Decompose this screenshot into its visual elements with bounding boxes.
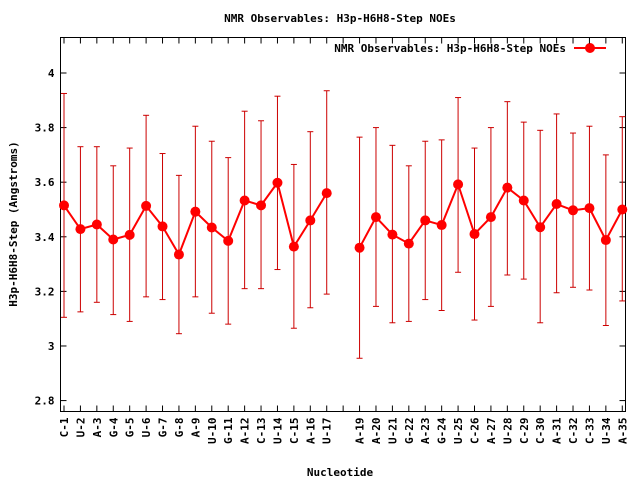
data-point [256,200,267,211]
chart-title: NMR Observables: H3p-H6H8-Step NOEs [224,12,456,25]
y-tick-label: 3.8 [35,122,55,135]
data-point [535,222,546,233]
data-point [469,229,480,240]
y-tick-label: 4 [48,67,55,80]
x-tick-label: G-7 [157,418,170,438]
data-point [551,199,562,210]
x-tick-label: U-34 [600,417,613,444]
x-tick-label: C-1 [58,417,71,437]
x-tick-label: C-13 [255,418,268,445]
data-point [173,249,184,260]
x-tick-label: A-16 [304,417,317,444]
data-point [190,206,201,217]
x-tick-label: C-33 [583,418,596,445]
data-point [370,212,381,223]
x-tick-label: U-28 [501,418,514,445]
data-point [403,238,414,249]
x-tick-label: A-12 [239,418,252,445]
data-point [568,205,579,216]
y-tick-label: 2.8 [35,395,55,408]
x-tick-label: U-2 [74,418,87,438]
data-points [59,177,628,260]
data-point [59,200,69,211]
data-point [387,229,398,240]
data-point [617,204,628,215]
x-tick-label: A-9 [189,418,202,438]
x-tick-label: A-27 [485,418,498,445]
x-tick-label: G-24 [436,417,449,444]
legend: NMR Observables: H3p-H6H8-Step NOEs [334,42,606,55]
x-axis: C-1 U-2 A-3 G-4 G-5 U-6 G-7 G-8 A-9 U-10 G-11 A-12 C… [58,37,629,445]
data-point [518,195,529,206]
x-tick-label: U-17 [321,418,334,445]
data-point [272,177,283,188]
data-point [354,242,365,253]
data-point [305,215,316,226]
x-tick-label: U-6 [140,417,153,437]
data-point [485,212,496,223]
x-tick-label: U-25 [452,418,465,445]
x-tick-label: U-14 [271,417,284,444]
data-point [288,241,299,252]
x-tick-label: G-8 [173,418,186,438]
data-point [223,235,234,246]
data-point [239,195,250,206]
data-point [420,215,431,226]
x-tick-label: U-10 [206,418,219,445]
x-tick-label: C-32 [567,418,580,445]
x-tick-label: G-22 [403,418,416,445]
data-point [584,203,595,214]
data-point [91,219,102,230]
x-tick-label: U-21 [386,417,399,444]
x-tick-label: A-31 [551,417,564,444]
x-tick-label: G-4 [107,417,120,437]
x-tick-label: C-26 [469,417,482,444]
x-tick-label: C-29 [518,418,531,445]
x-tick-label: A-35 [616,418,629,445]
x-tick-label: G-5 [124,418,137,438]
y-tick-label: 3.6 [35,176,55,189]
y-tick-label: 3.2 [35,285,55,298]
x-tick-label: A-3 [91,418,104,438]
data-point [75,224,86,235]
x-axis-label: Nucleotide [307,466,374,479]
data-point [502,182,513,193]
data-point [436,220,447,231]
data-point [124,229,135,240]
x-tick-label: G-11 [222,417,235,444]
x-tick-label: A-23 [419,418,432,445]
x-tick-label: C-30 [534,418,547,445]
data-point [206,222,217,233]
series-lines [63,180,624,257]
data-point [141,200,152,211]
x-tick-label: A-19 [354,418,367,445]
y-tick-label: 3 [48,340,55,353]
legend-marker [585,43,595,53]
data-point [321,188,332,199]
legend-label: NMR Observables: H3p-H6H8-Step NOEs [334,42,566,55]
data-point [453,179,464,190]
data-point [157,221,168,232]
data-point [600,235,611,246]
y-axis-label: H3p-H6H8-Step (Angstroms) [7,141,20,307]
x-tick-label: A-20 [370,418,383,445]
y-tick-label: 3.4 [35,231,55,244]
data-point [108,234,119,245]
x-tick-label: C-15 [288,418,301,445]
